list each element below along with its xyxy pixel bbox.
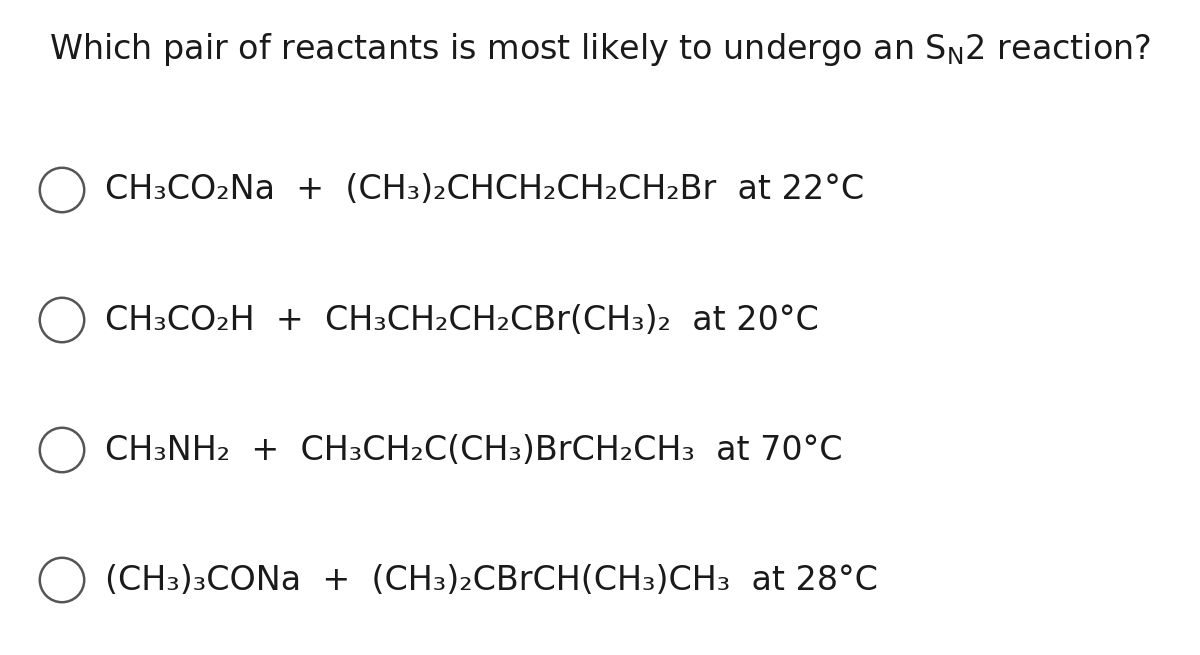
Text: CH₃CO₂H  +  CH₃CH₂CH₂CBr(CH₃)₂  at 20°C: CH₃CO₂H + CH₃CH₂CH₂CBr(CH₃)₂ at 20°C <box>106 303 818 337</box>
Text: CH₃CO₂Na  +  (CH₃)₂CHCH₂CH₂CH₂Br  at 22°C: CH₃CO₂Na + (CH₃)₂CHCH₂CH₂CH₂Br at 22°C <box>106 174 864 206</box>
Text: (CH₃)₃CONa  +  (CH₃)₂CBrCH(CH₃)CH₃  at 28°C: (CH₃)₃CONa + (CH₃)₂CBrCH(CH₃)CH₃ at 28°C <box>106 563 878 597</box>
Text: Which pair of reactants is most likely to undergo an $\mathdefault{S_N}$2 reacti: Which pair of reactants is most likely t… <box>49 31 1151 69</box>
Text: CH₃NH₂  +  CH₃CH₂C(CH₃)BrCH₂CH₃  at 70°C: CH₃NH₂ + CH₃CH₂C(CH₃)BrCH₂CH₃ at 70°C <box>106 434 842 466</box>
